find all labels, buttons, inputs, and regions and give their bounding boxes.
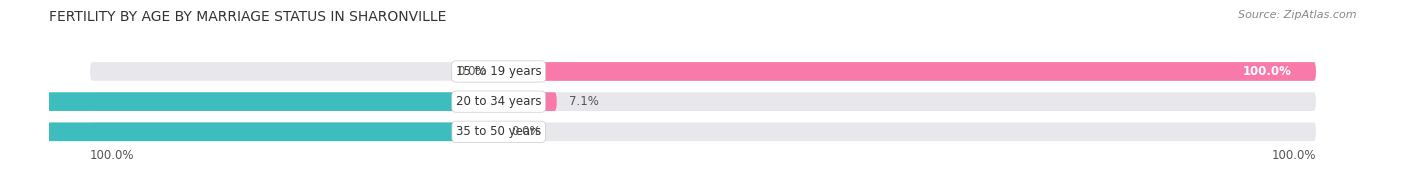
Text: 20 to 34 years: 20 to 34 years	[456, 95, 541, 108]
FancyBboxPatch shape	[90, 62, 1316, 81]
FancyBboxPatch shape	[0, 122, 499, 141]
Text: 100.0%: 100.0%	[1271, 149, 1316, 162]
Text: 100.0%: 100.0%	[90, 149, 135, 162]
FancyBboxPatch shape	[499, 92, 557, 111]
Text: 35 to 50 years: 35 to 50 years	[456, 125, 541, 138]
Text: 0.0%: 0.0%	[457, 65, 486, 78]
Text: 15 to 19 years: 15 to 19 years	[456, 65, 541, 78]
Text: 7.1%: 7.1%	[569, 95, 599, 108]
FancyBboxPatch shape	[90, 92, 1316, 111]
Text: FERTILITY BY AGE BY MARRIAGE STATUS IN SHARONVILLE: FERTILITY BY AGE BY MARRIAGE STATUS IN S…	[49, 10, 447, 24]
FancyBboxPatch shape	[499, 62, 1316, 81]
Text: Source: ZipAtlas.com: Source: ZipAtlas.com	[1239, 10, 1357, 20]
FancyBboxPatch shape	[0, 92, 499, 111]
Text: 0.0%: 0.0%	[510, 125, 540, 138]
FancyBboxPatch shape	[90, 122, 1316, 141]
Text: 100.0%: 100.0%	[1243, 65, 1292, 78]
